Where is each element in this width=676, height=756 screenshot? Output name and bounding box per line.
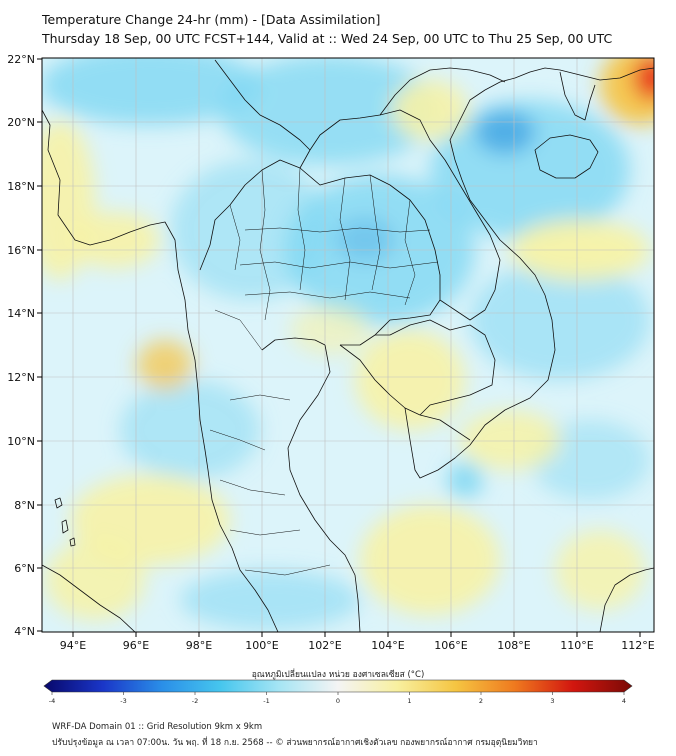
cambodia-border [375, 319, 496, 416]
colorbar-tick-label: -3 [120, 697, 126, 705]
sumatra-coast [42, 564, 136, 632]
colorbar-tick-label: 3 [550, 697, 554, 705]
province-lines [209, 167, 439, 576]
lon-label-102: 102°E [308, 639, 341, 652]
lat-label-22: 22°N [7, 53, 35, 66]
tonkin-china-coast [449, 67, 654, 141]
lat-label-8: 8°N [14, 499, 35, 512]
longitude-labels: 94°E 96°E 98°E 100°E 102°E 104°E 106°E 1… [60, 639, 655, 652]
graticule [42, 58, 654, 632]
leizhou-peninsula [559, 71, 596, 121]
borneo-coast [599, 567, 654, 632]
coastlines-and-borders [42, 59, 654, 632]
lat-label-10: 10°N [7, 435, 35, 448]
lon-label-94: 94°E [60, 639, 86, 652]
lat-label-12: 12°N [7, 371, 35, 384]
colorbar-tick-label: 0 [336, 697, 340, 705]
colorbar-tick-label: 1 [407, 697, 411, 705]
update-credit-text: ปรับปรุงข้อมูล ณ เวลา 07:00น. วัน พฤ. ที… [52, 738, 538, 748]
lat-label-16: 16°N [7, 244, 35, 257]
temperature-change-map: 94°E 96°E 98°E 100°E 102°E 104°E 106°E 1… [7, 53, 655, 652]
myanmar-coast [42, 109, 209, 471]
lat-label-4: 4°N [14, 625, 35, 638]
lon-label-112: 112°E [621, 639, 654, 652]
lon-label-104: 104°E [371, 639, 404, 652]
vietnam-north-border [379, 67, 506, 116]
lon-label-108: 108°E [497, 639, 530, 652]
myanmar-east-border [214, 59, 311, 151]
tick-marks [37, 58, 641, 637]
lon-label-110: 110°E [560, 639, 593, 652]
andaman-islands [54, 497, 76, 547]
lat-label-18: 18°N [7, 180, 35, 193]
map-subtitle: Thursday 18 Sep, 00 UTC FCST+144, Valid … [42, 31, 613, 46]
lon-label-96: 96°E [123, 639, 149, 652]
colorbar-tick-label: -4 [49, 697, 55, 705]
peninsula-east-coast [287, 344, 361, 632]
latitude-labels: 22°N 20°N 18°N 16°N 14°N 12°N 10°N 8°N 6… [7, 53, 35, 638]
colorbar-tick-label: -1 [263, 697, 269, 705]
map-frame [41, 57, 655, 633]
thailand-border [199, 159, 441, 346]
mekong-delta-coast [404, 139, 556, 479]
colorbar: -4 -3 -2 -1 0 1 2 3 4 [43, 679, 633, 705]
lon-label-106: 106°E [434, 639, 467, 652]
map-title: Temperature Change 24-hr (mm) - [Data As… [42, 12, 381, 27]
lon-label-100: 100°E [245, 639, 278, 652]
temperature-field [42, 58, 654, 632]
colorbar-ticks: -4 -3 -2 -1 0 1 2 3 4 [49, 692, 626, 705]
colorbar-title: อุณหภูมิเปลี่ยนแปลง หน่วย องศาเซลเซียส (… [251, 670, 425, 680]
lat-label-14: 14°N [7, 307, 35, 320]
colorbar-strip [43, 679, 633, 693]
colorbar-tick-label: -2 [192, 697, 198, 705]
colorbar-tick-label: 4 [622, 697, 626, 705]
lat-label-20: 20°N [7, 116, 35, 129]
model-info-text: WRF-DA Domain 01 :: Grid Resolution 9km … [52, 722, 263, 732]
hainan-island [534, 134, 599, 179]
colorbar-tick-label: 2 [479, 697, 483, 705]
peninsula-west-coast [207, 469, 279, 632]
laos-border [299, 109, 501, 321]
lat-label-6: 6°N [14, 562, 35, 575]
lon-label-98: 98°E [186, 639, 212, 652]
